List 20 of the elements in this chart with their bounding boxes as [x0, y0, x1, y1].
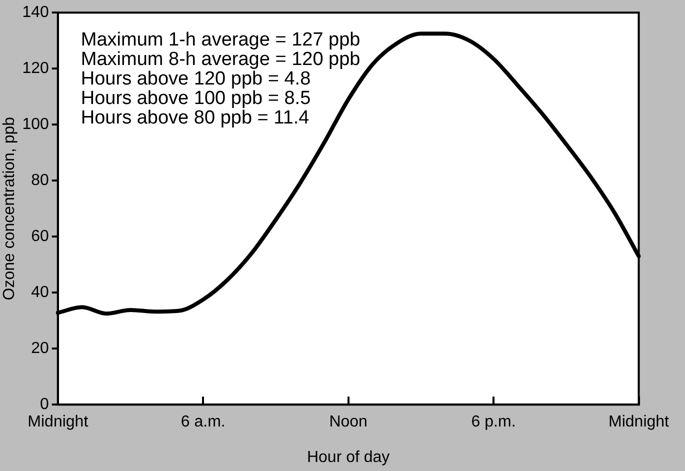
y-tick-label: 140	[22, 4, 49, 22]
x-tick-label: Noon	[329, 414, 368, 431]
y-axis-title: Ozone concentration, ppb	[1, 116, 18, 300]
y-tick-label: 40	[31, 284, 49, 302]
y-tick-label: 60	[31, 228, 49, 246]
y-tick-label: 80	[31, 172, 49, 190]
annotation: Hours above 100 ppb = 8.5	[80, 88, 311, 109]
x-tick-label: 6 a.m.	[180, 414, 226, 431]
x-tick-label: Midnight	[28, 414, 89, 431]
annotation: Maximum 1-h average = 127 ppb	[80, 29, 360, 50]
y-tick-label: 0	[40, 396, 49, 414]
y-tick-label: 100	[22, 116, 49, 134]
annotation: Hours above 80 ppb = 11.4	[80, 107, 310, 128]
y-tick-label: 20	[31, 340, 49, 358]
x-axis-title: Hour of day	[306, 448, 390, 466]
annotation: Maximum 8-h average = 120 ppb	[80, 48, 360, 70]
x-tick-label: 6 p.m.	[471, 414, 516, 431]
y-tick-label: 120	[22, 60, 49, 78]
annotation: Hours above 120 ppb = 4.8	[80, 68, 311, 90]
x-tick-label: Midnight	[608, 414, 670, 431]
